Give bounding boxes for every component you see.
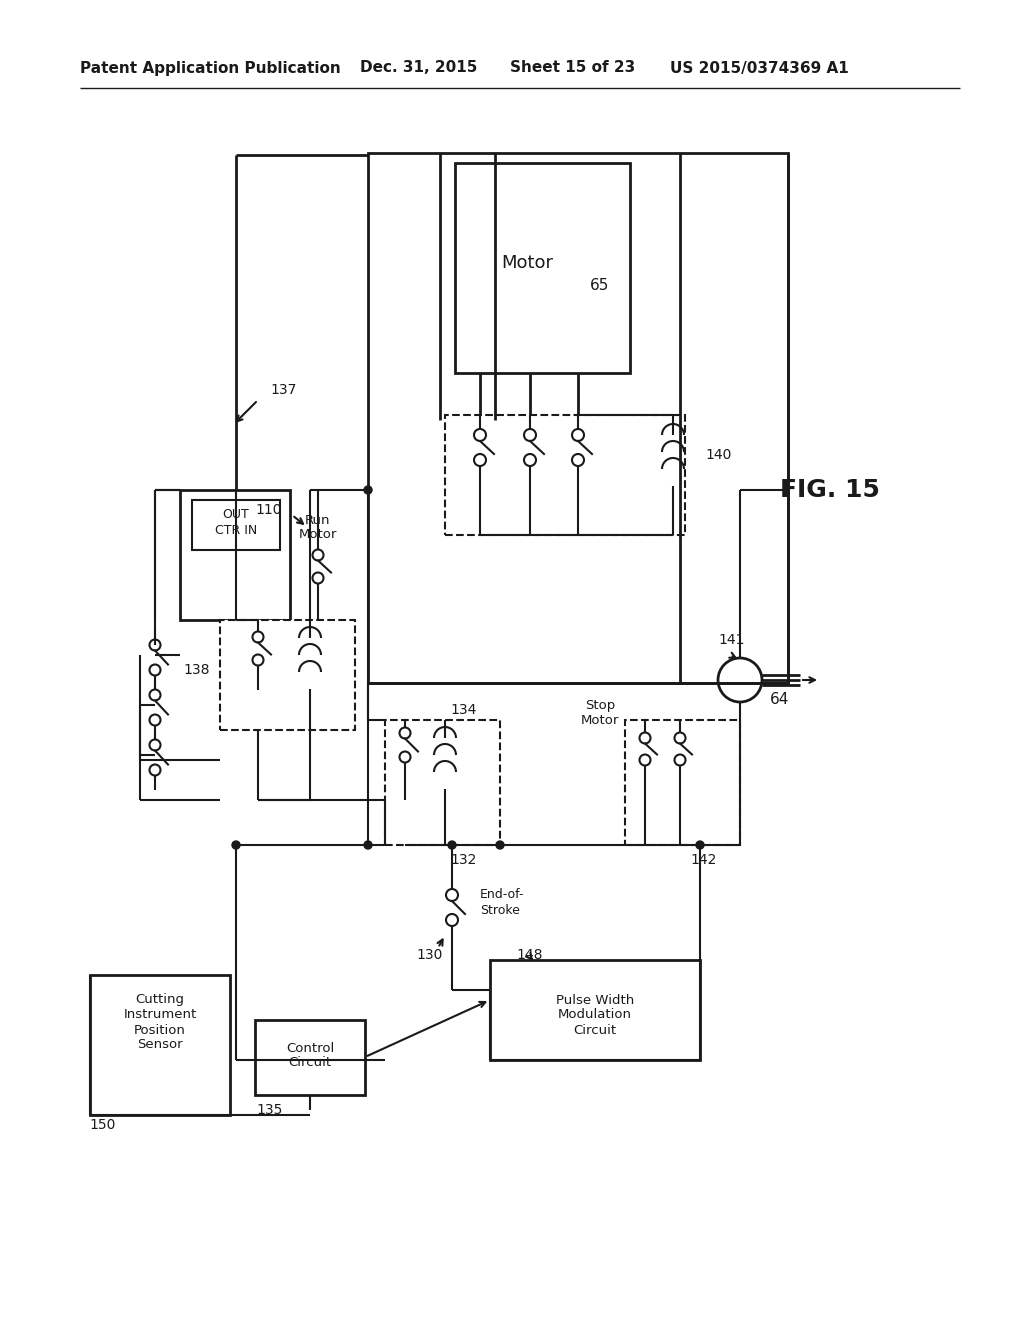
Text: Control: Control	[286, 1041, 334, 1055]
Bar	[90, 975, 230, 1115]
Circle shape	[232, 841, 240, 849]
Text: 140: 140	[705, 447, 731, 462]
Text: Instrument: Instrument	[123, 1008, 197, 1022]
Text: Run: Run	[305, 513, 331, 527]
Text: Circuit: Circuit	[289, 1056, 332, 1069]
Text: 132: 132	[450, 853, 476, 867]
Text: Motor: Motor	[501, 253, 553, 272]
Text: US 2015/0374369 A1: US 2015/0374369 A1	[670, 61, 849, 75]
Bar	[445, 414, 685, 535]
Bar	[368, 153, 788, 682]
Text: Modulation: Modulation	[558, 1008, 632, 1022]
Text: Sheet 15 of 23: Sheet 15 of 23	[510, 61, 635, 75]
Text: Circuit: Circuit	[573, 1023, 616, 1036]
Text: Dec. 31, 2015: Dec. 31, 2015	[360, 61, 477, 75]
Bar	[180, 490, 290, 620]
Circle shape	[364, 486, 372, 494]
Text: 65: 65	[590, 277, 609, 293]
Text: 130: 130	[417, 948, 443, 962]
Bar	[385, 719, 500, 845]
Text: Motor: Motor	[581, 714, 620, 726]
Text: 134: 134	[450, 704, 476, 717]
Text: Pulse Width: Pulse Width	[556, 994, 634, 1006]
Text: 150: 150	[90, 1118, 116, 1133]
Circle shape	[364, 841, 372, 849]
Bar	[193, 500, 280, 550]
Bar	[220, 620, 355, 730]
Text: Stop: Stop	[585, 698, 615, 711]
Bar	[625, 719, 740, 845]
Text: 141: 141	[718, 634, 744, 647]
Bar	[455, 162, 630, 374]
Bar	[490, 960, 700, 1060]
Text: Sensor: Sensor	[137, 1039, 183, 1052]
Circle shape	[696, 841, 705, 849]
Text: FIG. 15: FIG. 15	[780, 478, 880, 502]
Text: 142: 142	[690, 853, 717, 867]
Circle shape	[496, 841, 504, 849]
Text: Stroke: Stroke	[480, 903, 520, 916]
Text: CTR IN: CTR IN	[215, 524, 257, 536]
Bar	[255, 1020, 365, 1096]
Text: 137: 137	[270, 383, 296, 397]
Circle shape	[449, 841, 456, 849]
Text: End-of-: End-of-	[480, 888, 524, 902]
Text: OUT: OUT	[222, 508, 250, 521]
Text: Cutting: Cutting	[135, 994, 184, 1006]
Text: 110: 110	[256, 503, 282, 517]
Text: Position: Position	[134, 1023, 186, 1036]
Text: 148: 148	[517, 948, 544, 962]
Text: 138: 138	[183, 663, 210, 677]
Text: Patent Application Publication: Patent Application Publication	[80, 61, 341, 75]
Text: Motor: Motor	[299, 528, 337, 541]
Text: 135: 135	[257, 1104, 284, 1117]
Text: 64: 64	[770, 693, 790, 708]
